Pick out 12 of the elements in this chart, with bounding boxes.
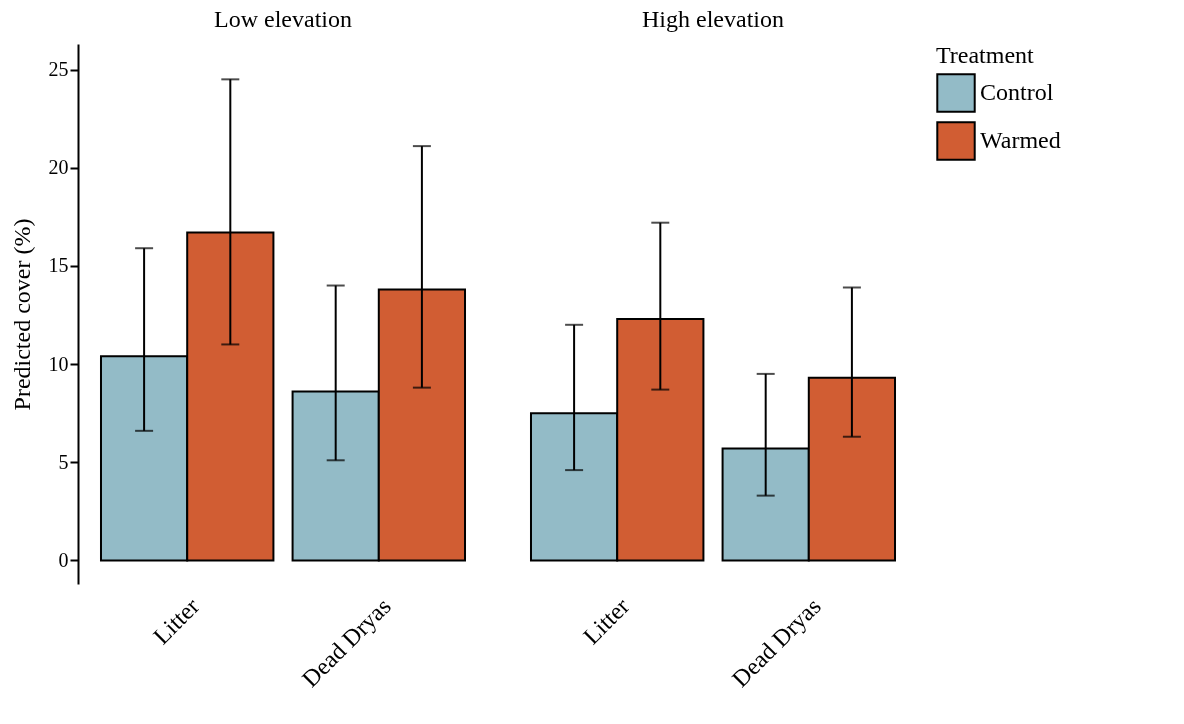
chart-title: Low elevation [214,6,352,32]
y-axis-title: Predicted cover (%) [8,218,35,411]
y-tick-label: 5 [58,450,69,473]
chart-title: High elevation [642,6,784,32]
y-tick-label: 0 [58,548,69,571]
y-tick-label: 15 [48,254,69,277]
y-tick-label: 10 [48,352,69,375]
legend-title: Treatment [936,42,1035,68]
legend-label: Control [980,79,1054,105]
y-tick-label: 25 [48,58,69,81]
y-tick-label: 20 [48,156,69,179]
legend-label: Warmed [980,127,1061,153]
